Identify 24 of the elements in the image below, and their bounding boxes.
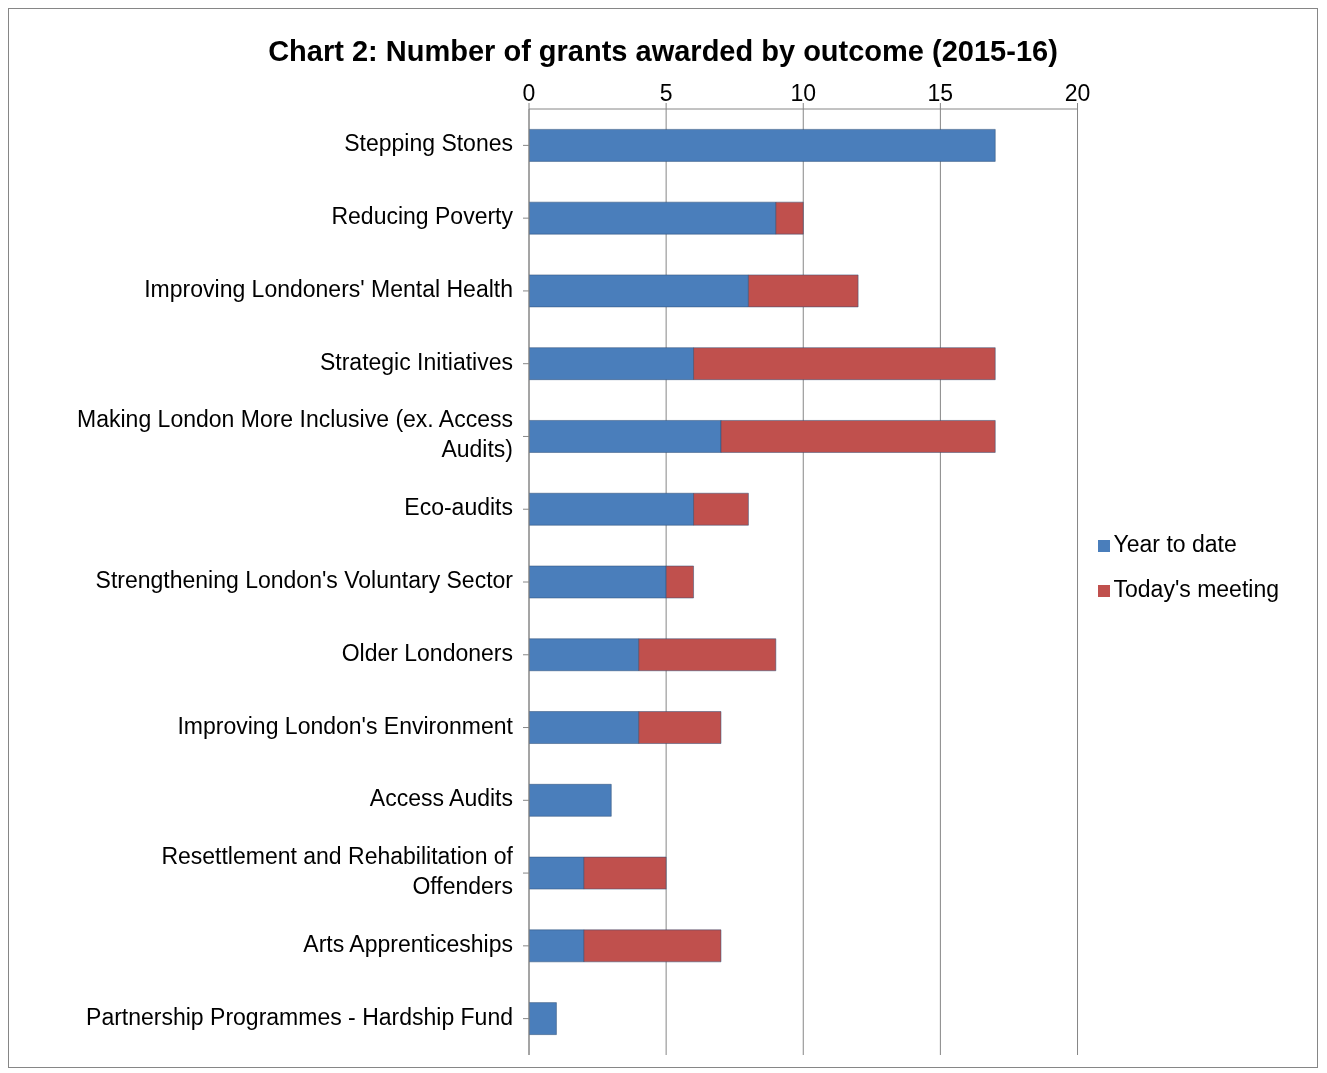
x-tick-label: 15 xyxy=(927,80,954,106)
x-tick-label: 5 xyxy=(659,80,673,106)
x-tick-label: 20 xyxy=(1064,80,1091,106)
y-tick-label: Resettlement and Rehabilitation of Offenders xyxy=(161,843,514,900)
legend-label: Year to date xyxy=(1113,531,1237,557)
bar xyxy=(529,1002,557,1035)
y-tick-label: Partnership Programmes - Hardship Fund xyxy=(86,1003,513,1030)
y-tick-label: Stepping Stones xyxy=(344,130,513,157)
legend-label: Today's meeting xyxy=(1113,576,1279,602)
y-tick-label: Reducing Poverty xyxy=(331,203,514,230)
bar xyxy=(529,129,996,162)
y-tick-label: Eco-audits xyxy=(404,494,513,521)
x-tick-label: 0 xyxy=(522,80,536,106)
bar xyxy=(529,784,612,817)
y-tick-label: Improving London's Environment xyxy=(177,712,514,739)
y-tick-label: Strategic Initiatives xyxy=(319,348,513,375)
y-tick-label: Improving Londoners' Mental Health xyxy=(144,276,513,302)
chart-title: Chart 2: Number of grants awarded by outcome (2015-16) xyxy=(267,34,1059,69)
y-tick-label: Making London More Inclusive (ex. Access Audits) xyxy=(77,406,513,463)
y-tick-label: Access Audits xyxy=(369,785,513,812)
y-tick-label: Older Londoners xyxy=(341,639,513,666)
y-tick-label: Strengthening London's Voluntary Sector xyxy=(95,567,514,594)
y-tick-label: Arts Apprenticeships xyxy=(303,930,513,957)
x-tick-label: 10 xyxy=(790,80,817,106)
